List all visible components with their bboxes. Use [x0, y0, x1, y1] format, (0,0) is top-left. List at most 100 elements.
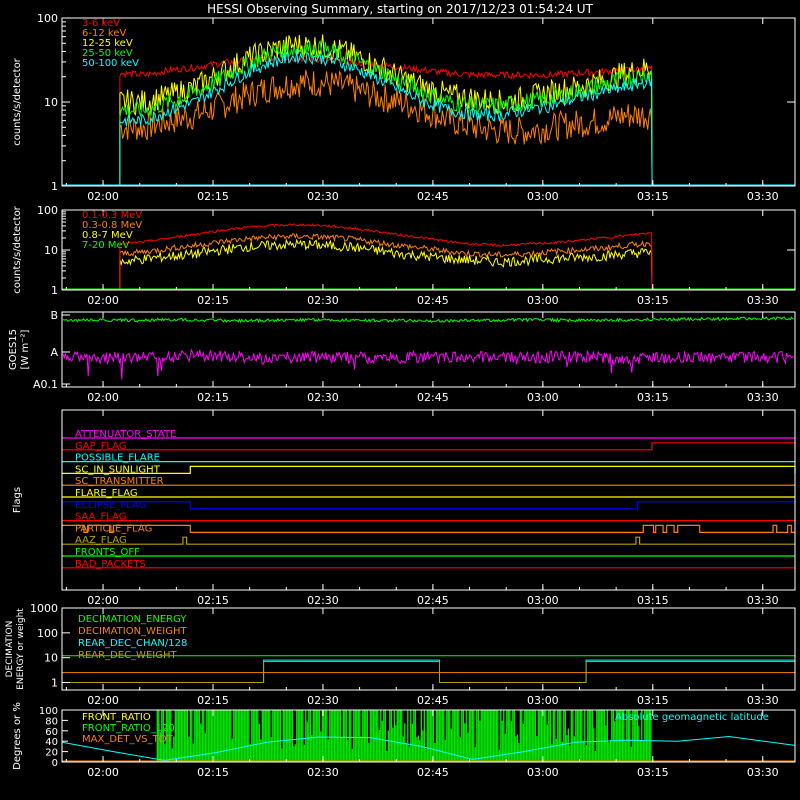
x-tick-label: 03:15 [637, 294, 669, 307]
x-tick-label: 02:45 [417, 190, 449, 203]
panel-frame [61, 709, 796, 763]
y-axis-label: counts/s/detector [12, 57, 23, 145]
x-tick-label: 03:15 [637, 694, 669, 707]
y-axis-label: counts/s/detector [12, 205, 23, 293]
x-tick-label: 02:15 [197, 594, 229, 607]
legend-entry: REAR_DEC_CHAN/128 [78, 638, 187, 649]
y-tick-label: 10 [44, 652, 58, 665]
legend-entry: MAX_DET_VS_TOT [82, 734, 174, 745]
x-tick-label: 02:30 [307, 594, 339, 607]
panel-ratio: 02:00 02:15 02:30 02:45 03:00 03:15 03:30 02040… [12, 702, 796, 779]
series-line-1 [119, 232, 653, 291]
x-tick-label: 02:30 [307, 694, 339, 707]
x-tick-label: 02:45 [417, 294, 449, 307]
flag-line-9 [62, 536, 795, 545]
x-tick-label: 02:15 [197, 294, 229, 307]
y-tick-label: 1 [51, 677, 58, 690]
flag-label: SAA_FLAG [75, 512, 126, 523]
x-tick-label: 03:30 [747, 694, 779, 707]
y-tick-label: B [50, 309, 58, 322]
decimation-line-3 [62, 661, 796, 684]
x-tick-label: 02:15 [197, 766, 229, 779]
y-tick-label: 100 [37, 12, 58, 25]
y-tick-label: 1 [51, 284, 58, 297]
series-line-2 [119, 238, 653, 291]
flag-label: BAD_PACKETS [75, 559, 146, 570]
y-axis-units: [W m⁻²] [20, 329, 31, 369]
x-tick-label: 02:00 [87, 294, 119, 307]
y-axis-label-2: ENERGY or weight [16, 608, 26, 690]
x-tick-label: 03:00 [527, 766, 559, 779]
legend-entry: 0.8-7 MeV [82, 230, 133, 241]
x-tick-label: 03:15 [637, 766, 669, 779]
y-tick-label: 1 [51, 180, 58, 193]
flag-label: SC_TRANSMITTER [75, 476, 164, 487]
y-axis-label: Flags [12, 487, 23, 513]
x-tick-label: 03:00 [527, 594, 559, 607]
legend-entry: 6-12 keV [82, 28, 126, 39]
legend-entry: DECIMATION_ENERGY [78, 614, 187, 625]
panel-frame [61, 311, 796, 388]
x-tick-label: 02:00 [87, 766, 119, 779]
x-tick-label: 02:00 [87, 594, 119, 607]
flag-label: FRONTS_OFF [75, 547, 140, 558]
y-tick-label: 0 [52, 758, 58, 769]
legend-entry: 25-50 keV [82, 48, 133, 59]
x-tick-label: 02:45 [417, 766, 449, 779]
goes-series-0 [62, 316, 794, 324]
goes-series-1 [62, 348, 795, 380]
y-tick-label: A0.1 [33, 378, 58, 391]
y-axis-label: GOES15 [8, 329, 19, 370]
flag-label: POSSIBLE_FLARE [75, 453, 160, 464]
flag-line-8 [61, 524, 795, 533]
x-tick-label: 03:30 [747, 766, 779, 779]
x-tick-label: 03:15 [637, 190, 669, 203]
panel-frame [61, 607, 796, 691]
panel-low_energy: 02:00 02:15 02:30 02:45 03:00 03:15 03:30 1 10 10… [12, 12, 796, 203]
y-tick-label: 10 [44, 244, 58, 257]
x-tick-label: 02:00 [87, 391, 119, 404]
x-tick-label: 03:00 [527, 391, 559, 404]
flag-line-6 [61, 501, 796, 510]
series-line-4 [119, 50, 653, 187]
y-tick-label: 40 [45, 737, 58, 748]
y-tick-label: 80 [45, 716, 58, 727]
x-tick-label: 03:15 [637, 594, 669, 607]
y-tick-label: 60 [45, 727, 58, 738]
x-tick-label: 02:30 [307, 190, 339, 203]
legend-entry: 12-25 keV [82, 38, 133, 49]
x-tick-label: 02:00 [87, 694, 119, 707]
flag-label: FLARE_FLAG [75, 488, 138, 499]
front-ratio-120-spikes [156, 710, 652, 762]
panel-goes: 02:00 02:15 02:30 02:45 03:00 03:15 03:30 A0.1 A… [8, 309, 796, 404]
flag-label: AAZ_FLAG [75, 535, 127, 546]
x-tick-label: 02:45 [417, 594, 449, 607]
x-tick-label: 02:30 [307, 766, 339, 779]
series-line-0 [119, 54, 653, 187]
x-tick-label: 03:30 [747, 294, 779, 307]
y-axis-label: DECIMATION [5, 621, 15, 678]
legend-entry: DECIMATION_WEIGHT [78, 626, 187, 637]
legend-entry: 50-100 keV [82, 58, 139, 69]
legend-entry: 0.1-0.3 MeV [82, 210, 142, 221]
legend-entry: FRONT_RATIO [82, 712, 151, 723]
y-tick-label: 1000 [30, 602, 58, 615]
x-tick-label: 02:30 [307, 294, 339, 307]
panels: 02:00 02:15 02:30 02:45 03:00 03:15 03:3011010… [5, 12, 796, 779]
y-tick-label: A [50, 346, 58, 359]
x-tick-label: 02:45 [417, 391, 449, 404]
flag-label: GAP_FLAG [75, 441, 127, 452]
x-tick-label: 02:15 [197, 391, 229, 404]
x-tick-label: 03:00 [527, 190, 559, 203]
x-tick-label: 02:00 [87, 190, 119, 203]
y-tick-label: 100 [39, 706, 58, 717]
x-tick-label: 02:30 [307, 391, 339, 404]
x-tick-label: 03:00 [527, 694, 559, 707]
flag-label: SC_IN_SUNLIGHT [75, 464, 161, 475]
legend-entry: FRONT_RATIO_120 [82, 723, 175, 734]
x-tick-label: 03:00 [527, 294, 559, 307]
flag-label: ECLIPSE_FLAG [75, 500, 146, 511]
legend-entry: 7-20 MeV [82, 240, 130, 251]
x-tick-label: 03:15 [637, 391, 669, 404]
